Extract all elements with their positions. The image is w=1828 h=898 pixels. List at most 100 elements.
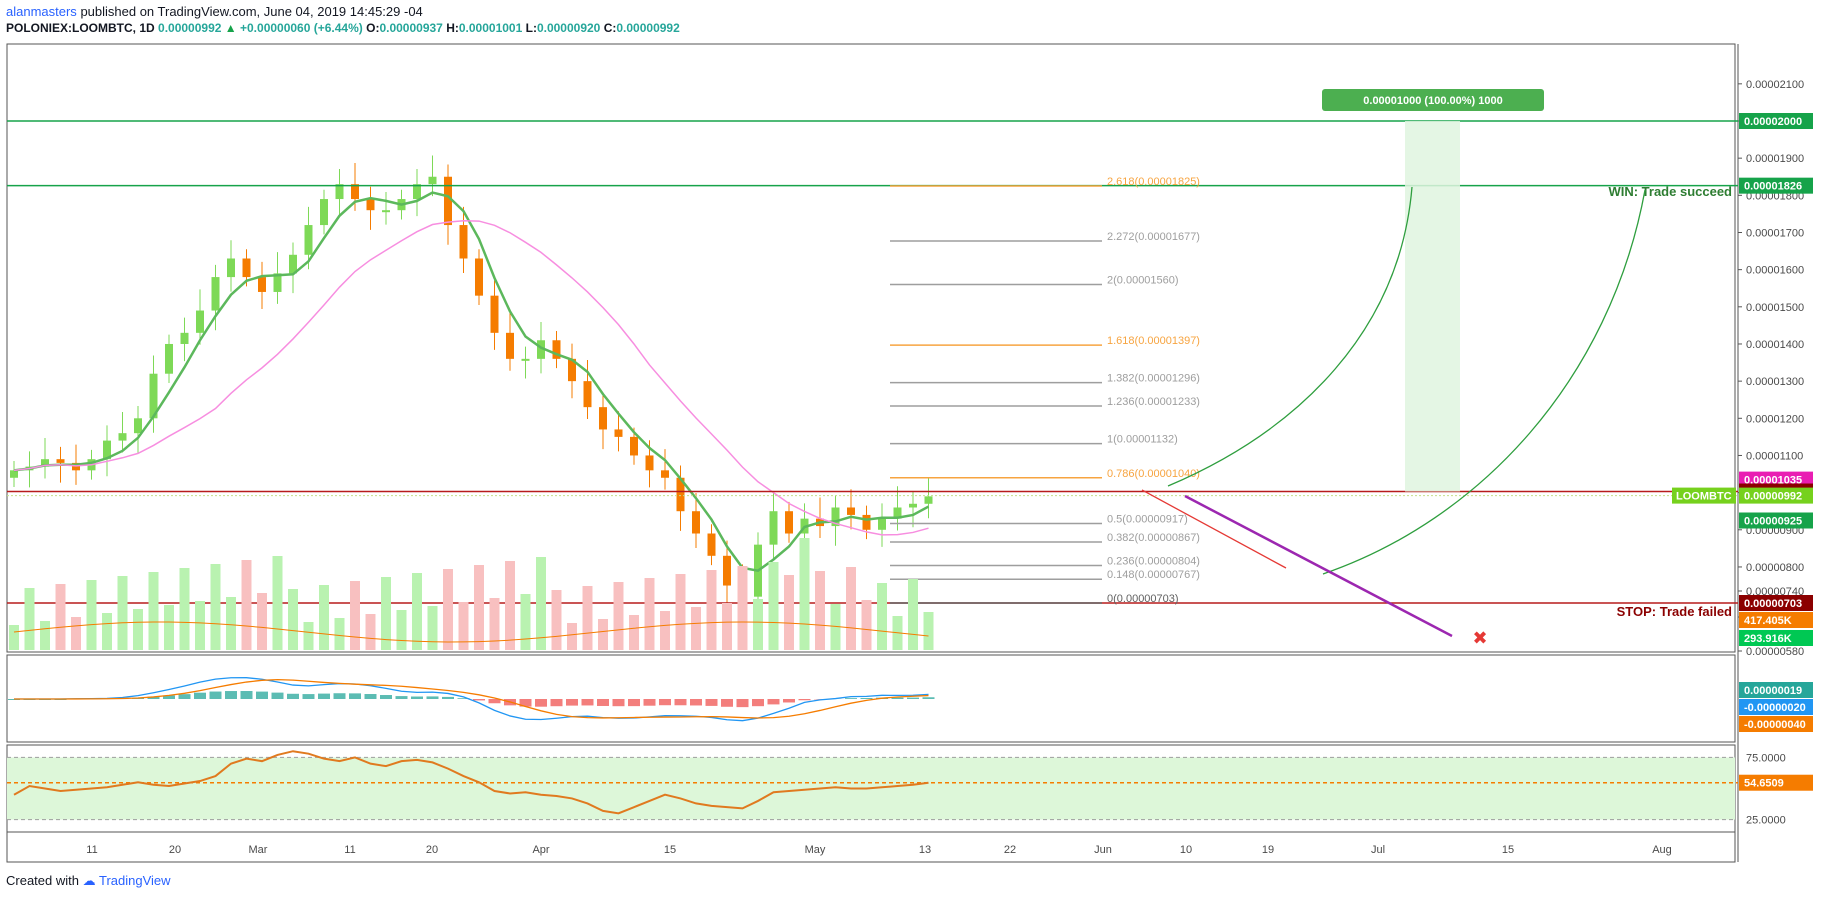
macd-hist-bar <box>395 696 408 699</box>
x-tick-label: Mar <box>249 844 268 856</box>
price-tag: 0.00000992 <box>1744 491 1802 503</box>
volume-bar <box>226 597 236 650</box>
macd-hist-bar <box>225 691 237 699</box>
macd-hist-bar <box>163 695 175 699</box>
candle-body <box>258 277 266 292</box>
x-tick-label: 11 <box>344 844 355 856</box>
macd-hist-bar <box>891 697 904 699</box>
volume-bar <box>861 600 872 650</box>
candle-body <box>583 381 592 408</box>
volume-bar <box>427 606 438 650</box>
price-tag-box <box>1739 113 1813 129</box>
candle-body <box>878 518 886 530</box>
volume-bar <box>86 580 97 650</box>
price-tag: 0.00002000 <box>1744 116 1802 128</box>
candle-body <box>568 358 576 382</box>
slow-ma-line <box>13 220 929 536</box>
macd-hist-bar <box>783 699 795 703</box>
time-axis-frame <box>6 831 1736 863</box>
macd-hist-bar <box>690 699 702 706</box>
macd-hist-bar <box>674 699 687 706</box>
y-tick-label: 0.00001600 <box>1746 265 1804 277</box>
target-label: 0.00001000 (100.00%) 1000 <box>1363 95 1502 107</box>
volume-bar <box>923 612 934 650</box>
fib-level-label: 0.148(0.00000767) <box>1107 569 1200 581</box>
macd-tag-box <box>1739 699 1813 715</box>
macd-hist-bar <box>581 699 594 706</box>
macd-hist-bar <box>752 699 764 707</box>
y-tick-label: 0.00001900 <box>1746 153 1804 165</box>
last-price: 0.00000992 <box>158 21 222 35</box>
candle-body <box>41 459 49 467</box>
volume-bar <box>303 622 314 650</box>
macd-hist-bar <box>519 699 532 707</box>
macd-hist-bar <box>550 699 563 707</box>
signal-line <box>14 679 929 719</box>
candle-body <box>180 332 189 344</box>
macd-hist-bar <box>922 697 935 699</box>
close-value: 0.00000992 <box>616 21 680 35</box>
macd-hist-bar <box>302 694 315 699</box>
macd-tag-box <box>1739 716 1813 732</box>
macd-hist-bar <box>194 692 206 699</box>
author-link[interactable]: alanmasters <box>6 4 77 19</box>
candle-body <box>599 407 607 430</box>
rsi-tick-label: 75.0000 <box>1746 752 1786 764</box>
candle-body <box>103 440 111 460</box>
candle-body <box>692 511 700 534</box>
candle-body <box>630 436 638 456</box>
volume-bar <box>102 613 112 650</box>
macd-hist-bar <box>659 699 671 706</box>
volume-tag-box <box>1739 630 1813 646</box>
tradingview-link[interactable]: TradingView <box>99 873 171 888</box>
volume-bar <box>830 604 841 650</box>
x-tick-label: 10 <box>1180 844 1192 856</box>
fib-level-label: 2.618(0.00001825) <box>1107 176 1200 188</box>
macd-hist-bar <box>488 699 501 704</box>
macd-hist-bar <box>442 696 454 699</box>
macd-hist-bar <box>380 695 392 699</box>
fib-level-label: 1.236(0.00001233) <box>1107 396 1200 408</box>
y-tick-label: 0.00000800 <box>1746 562 1804 574</box>
candle-body <box>304 225 313 255</box>
volume-bar <box>133 609 143 650</box>
volume-bar <box>319 585 329 650</box>
macd-tag: -0.00000020 <box>1744 702 1806 714</box>
volume-tag-box <box>1739 612 1813 628</box>
macd-hist-bar <box>256 691 268 699</box>
fast-ma-line <box>13 191 930 572</box>
candle-body <box>537 340 545 359</box>
published-text: published on TradingView.com, June 04, 2… <box>80 4 423 19</box>
volume-bar <box>117 576 128 650</box>
candle-body <box>382 210 390 213</box>
candle-body <box>428 176 437 185</box>
high-label: H: <box>446 21 459 35</box>
x-tick-label: 20 <box>169 844 181 856</box>
macd-hist-bar <box>860 698 873 699</box>
volume-bar <box>536 557 546 650</box>
candle-body <box>10 470 18 478</box>
volume-bar <box>365 614 376 650</box>
y-tick-label: 0.00000580 <box>1746 646 1804 658</box>
tradingview-logo-icon: ☁ <box>82 873 96 888</box>
created-with-text: Created with <box>6 873 79 888</box>
volume-bar <box>241 560 252 650</box>
volume-bar <box>753 599 763 650</box>
rsi-tag: 54.6509 <box>1744 778 1784 790</box>
volume-bar <box>737 566 748 650</box>
fib-level-label: 0.236(0.00000804) <box>1107 555 1200 567</box>
ohlc-line: POLONIEX:LOOMBTC, 1D 0.00000992 ▲ +0.000… <box>6 21 680 35</box>
win-label: WIN: Trade succeed <box>1608 184 1732 199</box>
main-pane-frame <box>6 43 1736 653</box>
candle-body <box>645 455 654 471</box>
y-tick-label: 0.00001300 <box>1746 376 1804 388</box>
candle-body <box>723 555 731 586</box>
stop-label: STOP: Trade failed <box>1617 604 1732 619</box>
rsi-tick-label: 25.0000 <box>1746 815 1786 827</box>
volume-bar <box>412 573 422 650</box>
fib-level-label: 0.5(0.00000917) <box>1107 513 1188 525</box>
volume-bar <box>179 568 190 650</box>
candle-body <box>242 258 251 278</box>
volume-bar <box>458 602 469 650</box>
